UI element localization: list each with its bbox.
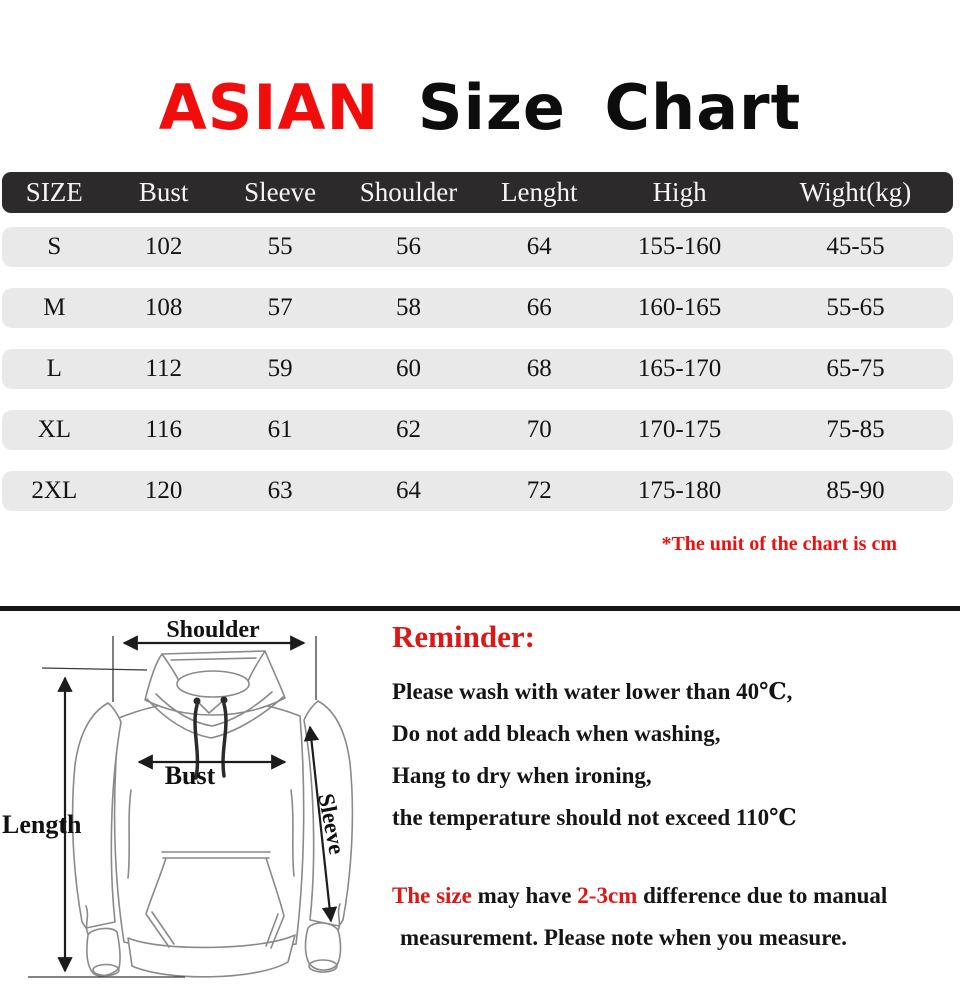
table-cell: 65-75 [826, 355, 885, 382]
table-cell: 72 [526, 477, 552, 504]
table-cell: S [47, 233, 62, 260]
table-cell: 45-55 [826, 233, 885, 260]
table-cell: 61 [267, 416, 293, 443]
sleeve-arrow [303, 725, 338, 923]
size-note-segment: difference due to manual [637, 883, 888, 908]
table-row: L 112 59 60 68 165-170 65-75 [2, 349, 953, 389]
section-divider [0, 606, 960, 611]
header-cell: SIZE [25, 177, 83, 207]
table-cell: 108 [144, 294, 183, 321]
size-note-segment: 2-3cm [577, 883, 638, 908]
header-cell: Wight(kg) [799, 177, 912, 207]
size-note: The size may have 2-3cm difference due t… [392, 875, 952, 917]
care-instruction-line: Please wash with water lower than 40℃, [392, 679, 793, 704]
care-instruction-line: Do not add bleach when washing, [392, 721, 721, 746]
size-note-segment: may have [471, 883, 578, 908]
table-cell: 68 [526, 355, 552, 382]
table-cell: 2XL [31, 477, 78, 504]
header-cell: Lenght [501, 177, 578, 207]
table-cell: 56 [396, 233, 422, 260]
table-cell: 85-90 [826, 477, 885, 504]
measurement-arrows [57, 635, 338, 973]
size-table-header-row: SIZE Bust Sleeve Shoulder Lenght High Wight(kg… [2, 172, 953, 213]
table-cell: 64 [526, 233, 552, 260]
care-instruction-line: Hang to dry when ironing, [392, 763, 652, 788]
table-cell: 70 [526, 416, 552, 443]
page-title: ASIAN Size Chart [0, 70, 960, 144]
size-note-segment: The size [392, 883, 472, 908]
table-row: S 102 55 56 64 155-160 45-55 [2, 227, 953, 267]
header-cell: Sleeve [244, 177, 317, 207]
hoodie-outline [71, 650, 354, 978]
care-instructions: Please wash with water lower than 40℃, Do… [392, 671, 952, 839]
table-row: XL 116 61 62 70 170-175 75-85 [2, 410, 953, 450]
grommet-left [193, 697, 201, 705]
header-cell: High [652, 177, 707, 207]
bust-label: Bust [165, 761, 216, 790]
reminder-section: Reminder: Please wash with water lower t… [392, 617, 952, 959]
table-cell: 116 [145, 416, 182, 443]
header-cell: Shoulder [359, 177, 458, 207]
table-cell: 60 [396, 355, 422, 382]
table-cell: 160-165 [637, 294, 722, 321]
guide-lines [28, 636, 317, 978]
table-cell: 165-170 [637, 355, 722, 382]
table-cell: 66 [526, 294, 552, 321]
table-cell: L [46, 355, 62, 382]
table-cell: 63 [267, 477, 293, 504]
table-cell: 59 [267, 355, 293, 382]
title-rest: Size Chart [417, 70, 802, 144]
table-cell: 175-180 [637, 477, 722, 504]
header-cell: Bust [138, 177, 189, 207]
title-brand: ASIAN [158, 70, 380, 144]
grommet-right [220, 696, 228, 704]
unit-note: *The unit of the chart is cm [661, 533, 897, 555]
length-label: Length [2, 810, 82, 839]
table-cell: M [43, 294, 66, 321]
table-cell: 58 [396, 294, 422, 321]
size-table-body: S 102 55 56 64 155-160 45-55 M 108 57 58 66 160-165 5… [2, 227, 953, 511]
table-row: 2XL 120 63 64 72 175-180 85-90 [2, 471, 953, 511]
table-cell: 155-160 [637, 233, 722, 260]
table-cell: 120 [144, 477, 183, 504]
table-row: M 108 57 58 66 160-165 55-65 [2, 288, 953, 328]
table-cell: 55-65 [826, 294, 885, 321]
table-cell: 55 [267, 233, 293, 260]
table-cell: 112 [145, 355, 182, 382]
size-table: SIZE Bust Sleeve Shoulder Lenght High Wight(kg… [2, 172, 953, 511]
table-cell: 57 [267, 294, 293, 321]
table-cell: 170-175 [637, 416, 722, 443]
reminder-heading: Reminder: [392, 619, 535, 654]
table-cell: XL [37, 416, 71, 443]
size-note-line2: measurement. Please note when you measur… [400, 925, 847, 950]
table-cell: 75-85 [826, 416, 885, 443]
care-instruction-line: the temperature should not exceed 110℃ [392, 805, 797, 830]
shoulder-label: Shoulder [166, 617, 260, 643]
table-cell: 102 [144, 233, 183, 260]
hoodie-measurement-diagram: Shoulder Length Bust Sleeve [2, 617, 354, 978]
table-cell: 62 [396, 416, 422, 443]
table-cell: 64 [396, 477, 422, 504]
